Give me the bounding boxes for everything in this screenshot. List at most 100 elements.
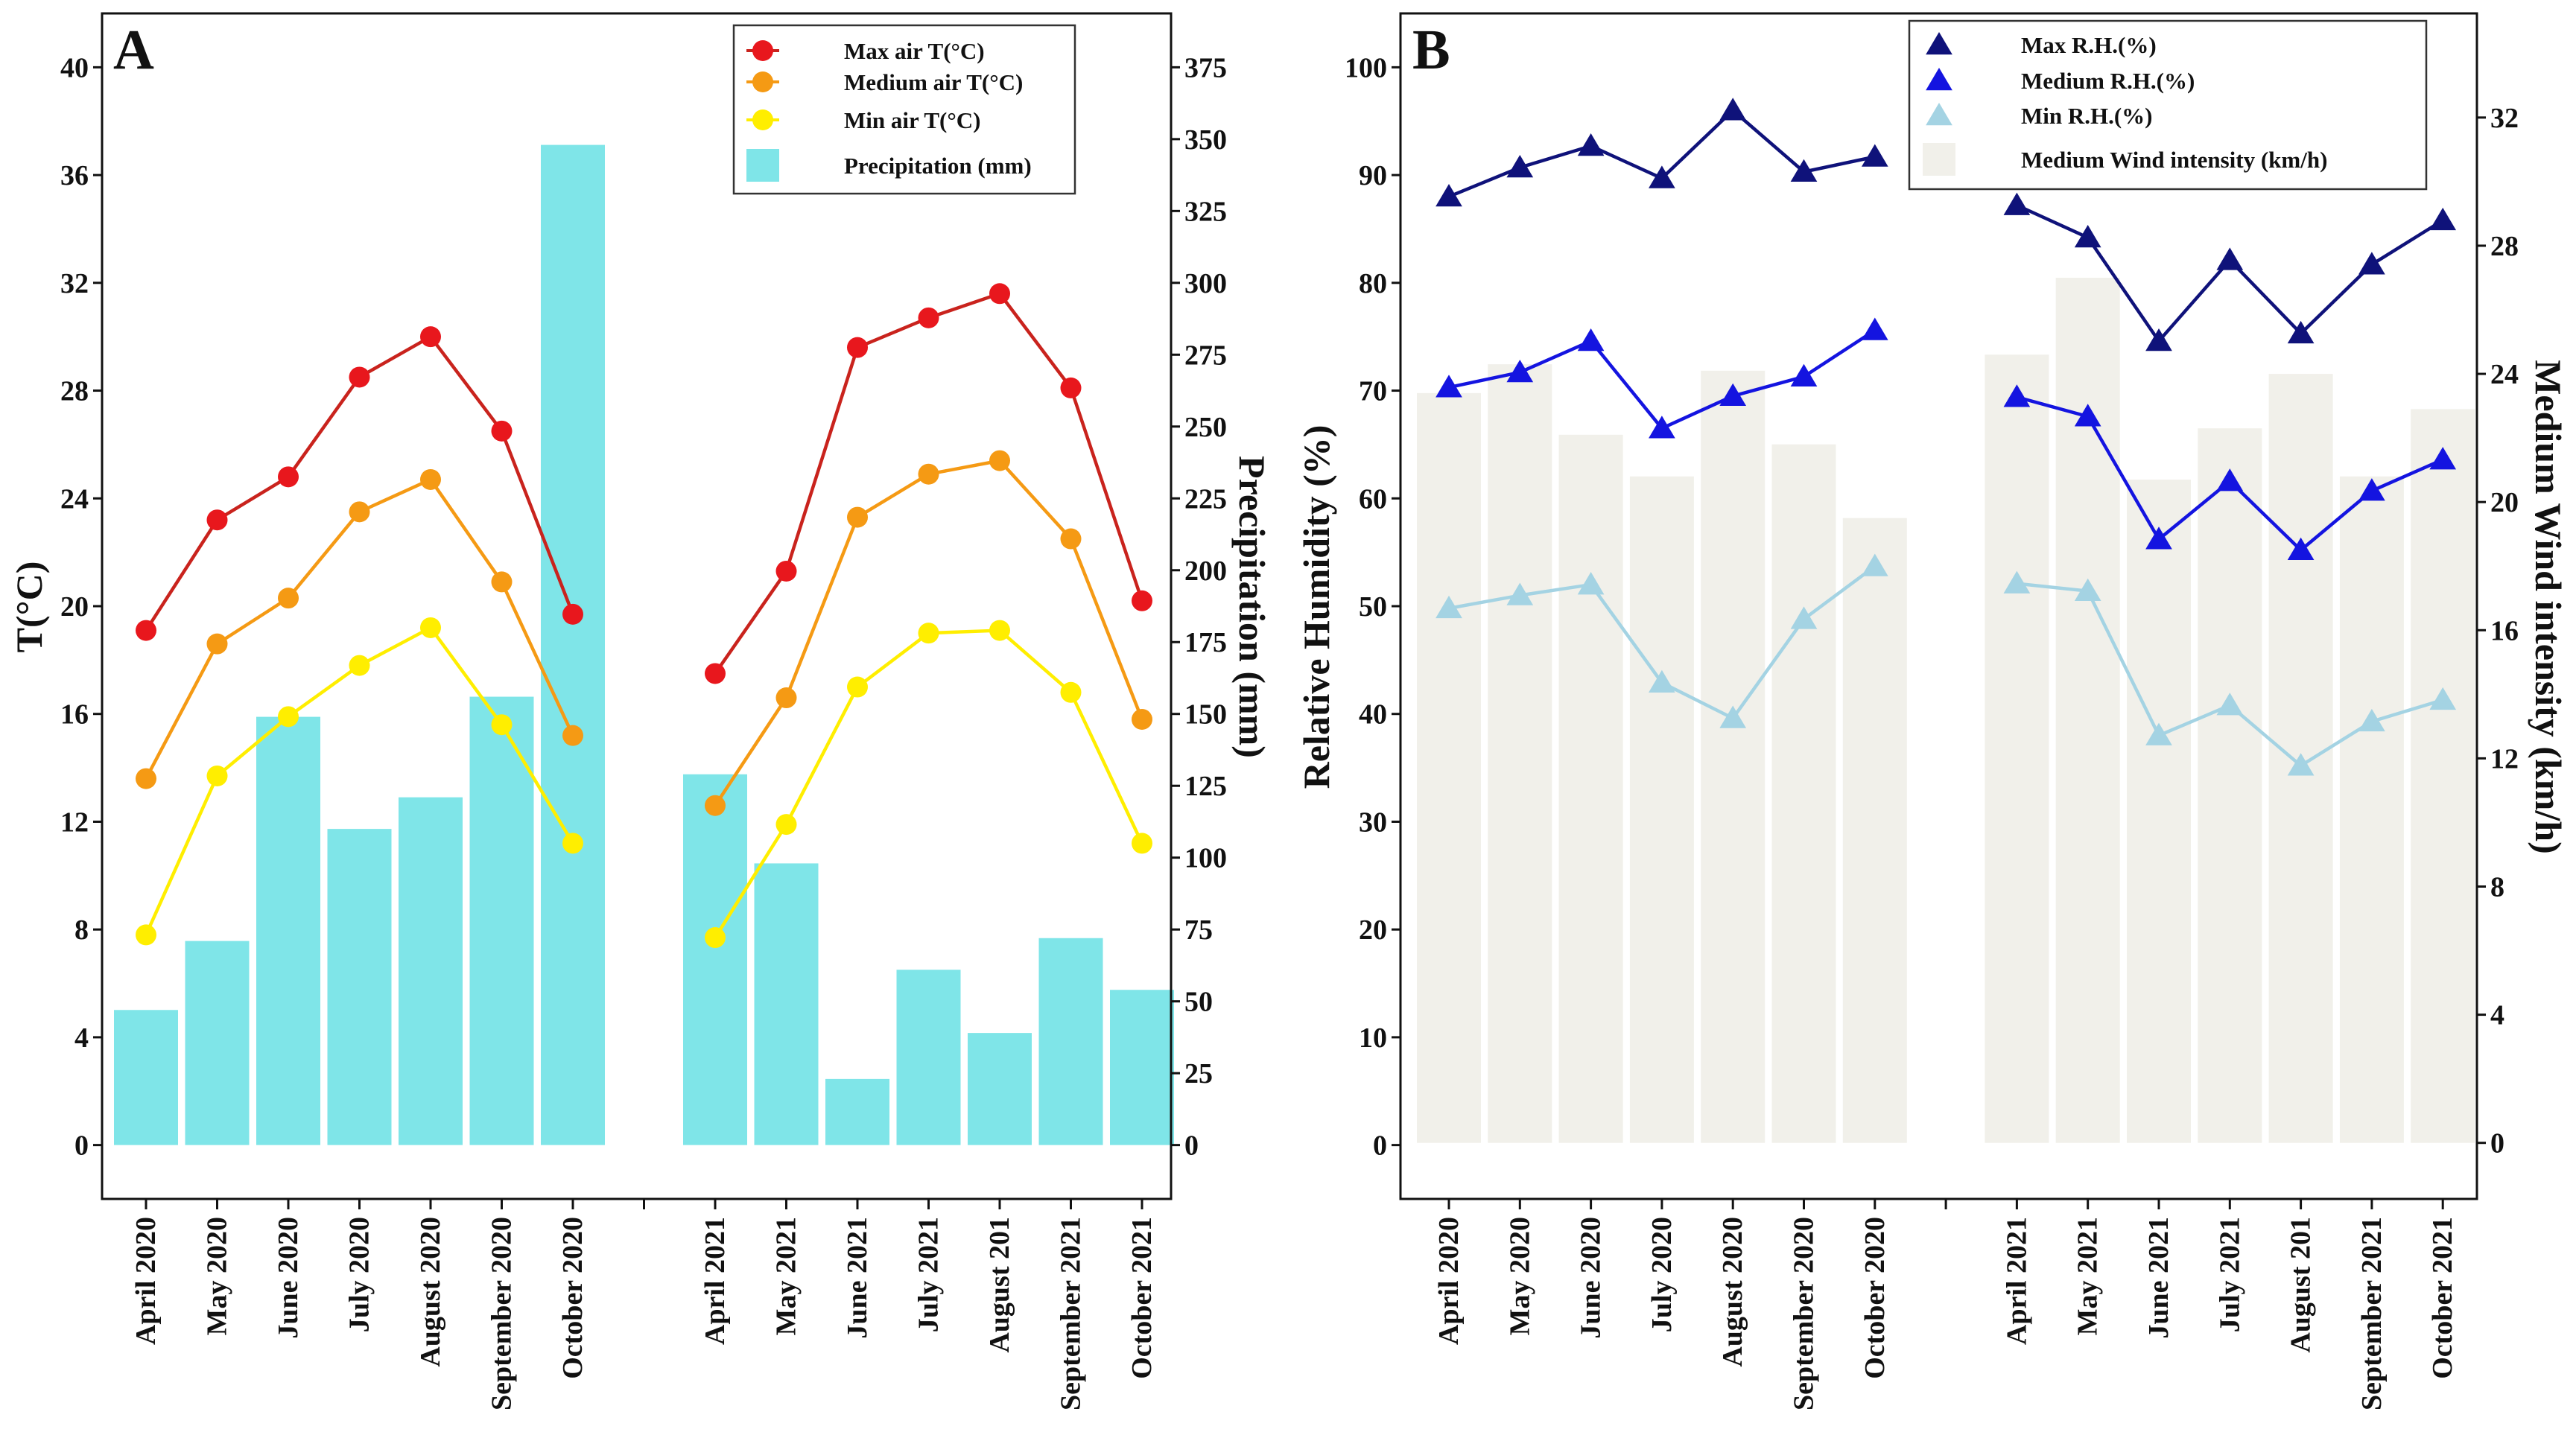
panel-a-bar-april-2020 — [114, 1010, 178, 1145]
panel-a-max-air-t-c-point-may-2021 — [775, 560, 797, 582]
panel-a-medium-air-t-c-point-may-2020 — [206, 633, 228, 655]
panel-b-medium-r-h-point-may-2021 — [2074, 404, 2101, 427]
panel-b-legend-box — [1908, 19, 2428, 191]
panel-b-medium-r-h-point-september-2021 — [2358, 478, 2385, 501]
panel-a-ytick-right-label: 225 — [1184, 483, 1227, 515]
panel-b-legend-marker-medium-r-h — [1926, 68, 1952, 91]
panel-a-min-air-t-c-point-june-2020 — [278, 706, 299, 728]
panel-a-max-air-t-c-point-october-2021 — [1132, 590, 1152, 611]
panel-a-medium-air-t-c-point-july-2020 — [349, 501, 370, 523]
panel-b-ytick-right-label: 32 — [2490, 103, 2519, 134]
panel-a-frame — [101, 12, 1173, 1200]
panel-a-xtick-label-september-2021: September 2021 — [1056, 1217, 1087, 1410]
panel-a-medium-air-t-c-point-august-201 — [989, 450, 1010, 471]
panel-a-bar-july-2021 — [896, 970, 961, 1145]
panel-a-bar-may-2020 — [185, 941, 250, 1145]
panel-a-max-air-t-c-point-may-2020 — [206, 509, 228, 531]
panel-b-xtick-label-june-2021: June 2021 — [2143, 1217, 2174, 1339]
panel-b-max-r-h-point-april-2021 — [2003, 192, 2031, 215]
panel-a-ytick-right-label: 375 — [1184, 52, 1227, 83]
panel-a-xtick-label-june-2020: June 2020 — [273, 1217, 304, 1339]
panel-b-medium-r-h-point-april-2021 — [2003, 384, 2031, 407]
panel-b-medium-r-h-point-july-2020 — [1649, 416, 1675, 439]
panel-b-bar-october-2020 — [1842, 518, 1907, 1143]
panel-a-ytick-right-label: 350 — [1184, 124, 1227, 156]
panel-b-medium-r-h-point-july-2021 — [2216, 468, 2244, 491]
panel-b-y-right-title: Medium Wind intensity (km/h) — [2528, 360, 2569, 854]
panel-b-xtick-label-july-2020: July 2020 — [1646, 1217, 1678, 1332]
panel-a-max-air-t-c-point-april-2021 — [705, 663, 726, 684]
panel-a-min-air-t-c-point-april-2020 — [136, 924, 156, 946]
panel-b-ytick-right-label: 24 — [2490, 359, 2519, 390]
panel-a-bar-august-201 — [968, 1033, 1032, 1145]
panel-b-max-r-h-point-october-2021 — [2429, 207, 2457, 231]
panel-a-xtick-label-july-2021: July 2021 — [913, 1217, 945, 1332]
panel-b-min-r-h-point-august-201 — [2287, 753, 2315, 776]
panel-a-min-air-t-c-point-july-2020 — [349, 655, 370, 676]
panel-a-min-air-t-c-point-july-2021 — [918, 623, 939, 644]
panel-a-ytick-left-label: 16 — [60, 699, 89, 731]
panel-b-bar-july-2020 — [1629, 476, 1694, 1143]
panel-b-medium-r-h-point-august-2020 — [1719, 383, 1747, 407]
panel-b-bar-april-2021 — [1985, 354, 2049, 1143]
panel-a-ytick-right-label: 50 — [1184, 987, 1213, 1018]
panel-a-bar-july-2020 — [327, 829, 392, 1145]
panel-b-ytick-left-label: 20 — [1359, 914, 1387, 946]
panel-a-xtick-label-july-2020: July 2020 — [344, 1217, 375, 1332]
panel-a-ytick-left-label: 28 — [60, 376, 89, 407]
panel-b-max-r-h-point-april-2020 — [1435, 184, 1462, 207]
panel-a-xtick-label-august-2020: August 2020 — [415, 1217, 446, 1367]
panel-a-ytick-left-label: 8 — [74, 914, 89, 946]
panel-a-min-air-t-c-point-september-2021 — [1060, 681, 1082, 703]
panel-b-ytick-right-label: 12 — [2490, 743, 2519, 774]
panel-a-max-air-t-c-point-june-2021 — [847, 337, 868, 358]
panel-b-xtick-label-august-201: August 201 — [2285, 1217, 2317, 1353]
panel-b-ytick-left-label: 40 — [1359, 699, 1387, 731]
panel-b-ytick-right-label: 8 — [2490, 871, 2504, 903]
panel-b-letter: B — [1412, 19, 1450, 81]
panel-b-ytick-left-label: 70 — [1359, 376, 1387, 407]
panel-a-ytick-right-label: 0 — [1184, 1130, 1199, 1162]
panel-b-legend-marker-max-r-h — [1926, 32, 1952, 55]
panel-b-min-r-h-point-june-2020 — [1577, 572, 1605, 595]
panel-a-max-air-t-c-point-july-2020 — [349, 366, 370, 388]
panel-b-min-r-h-point-october-2020 — [1861, 553, 1888, 576]
panel-a-xtick-label-april-2021: April 2021 — [699, 1217, 731, 1345]
panel-a-ytick-right-label: 275 — [1184, 340, 1227, 371]
panel-b-medium-r-h-point-may-2020 — [1506, 359, 1534, 383]
panel-a-xtick-label-october-2021: October 2021 — [1126, 1217, 1158, 1379]
panel-a-xtick-label-june-2021: June 2021 — [842, 1217, 873, 1339]
panel-a-medium-air-t-c-point-september-2020 — [491, 571, 513, 593]
panel-b-min-r-h-point-august-2020 — [1719, 705, 1747, 728]
panel-a-xtick-label-september-2020: September 2020 — [486, 1217, 518, 1410]
panel-a-ytick-right-label: 150 — [1184, 699, 1227, 731]
panel-b-frame — [1399, 12, 2478, 1200]
panel-b-xtick-label-april-2021: April 2021 — [2001, 1217, 2032, 1345]
panel-a-max-air-t-c-point-june-2020 — [278, 466, 299, 488]
panel-b-legend-swatch-medium-wind-intensity-km-h — [1923, 143, 1955, 176]
panel-a-xtick-label-may-2020: May 2020 — [202, 1217, 233, 1335]
panel-a-y-right-title: Precipitation (mm) — [1231, 456, 1273, 758]
panel-b-ytick-left-label: 10 — [1359, 1022, 1387, 1054]
panel-b-bar-october-2021 — [2411, 409, 2475, 1143]
panel-b-bar-june-2021 — [2127, 480, 2191, 1143]
panel-b-ytick-right-label: 16 — [2490, 615, 2519, 646]
panel-b-ytick-left-label: 80 — [1359, 268, 1387, 299]
panel-a-medium-air-t-c-point-july-2021 — [918, 463, 939, 485]
panel-a-y-left-title: T(°C) — [8, 561, 50, 653]
panel-b-xtick-label-october-2020: October 2020 — [1859, 1217, 1891, 1379]
panel-a-legend-swatch-precipitation-mm — [746, 149, 779, 182]
panel-a-bar-september-2021 — [1038, 938, 1103, 1145]
panel-b-min-r-h-point-july-2021 — [2216, 693, 2244, 716]
panel-b-min-r-h-point-september-2021 — [2358, 708, 2385, 732]
panel-a-bar-october-2021 — [1110, 990, 1174, 1145]
panel-b-xtick-label-april-2020: April 2020 — [1433, 1217, 1465, 1345]
panel-b-ytick-left-label: 50 — [1359, 591, 1387, 623]
panel-a-xtick-label-august-201: August 201 — [984, 1217, 1015, 1353]
panel-a-ytick-left-label: 20 — [60, 591, 89, 623]
panel-a-legend-label-medium-air-t-c: Medium air T(°C) — [844, 69, 1023, 95]
panel-b-min-r-h-point-july-2020 — [1649, 669, 1675, 693]
panel-a-max-air-t-c-point-april-2020 — [136, 620, 156, 641]
panel-b-min-r-h-point-may-2020 — [1506, 582, 1534, 605]
panel-b-max-r-h-point-october-2020 — [1861, 144, 1888, 167]
